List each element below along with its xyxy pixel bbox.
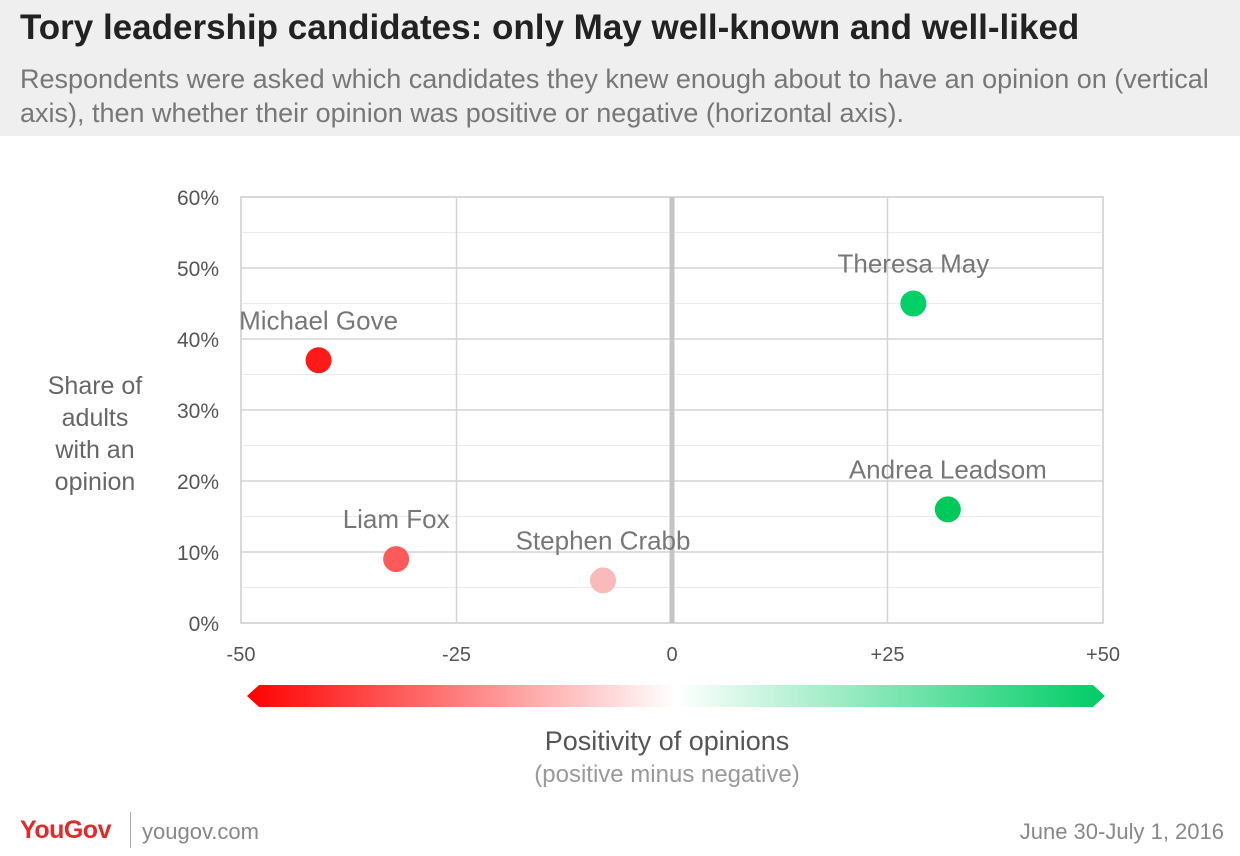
footer-divider	[130, 812, 131, 848]
data-point-label: Andrea Leadsom	[849, 454, 1047, 484]
x-axis-sublabel: (positive minus negative)	[534, 761, 799, 788]
data-point-label: Theresa May	[837, 249, 989, 279]
chart-subtitle: Respondents were asked which candidates …	[20, 64, 1209, 128]
data-point-label: Stephen Crabb	[516, 525, 691, 555]
scatter-chart: 0% 10% 20% 30% 40% 50% 60% -50 -25 0 +25 +50 There…	[48, 187, 1120, 788]
data-point-label: Liam Fox	[343, 504, 450, 534]
x-axis-ticks: -50 -25 0 +25 +50	[227, 644, 1120, 666]
y-tick-label: 30%	[177, 400, 219, 423]
x-tick-label: +50	[1086, 644, 1120, 666]
x-tick-label: 0	[666, 644, 677, 666]
data-points: Theresa May Michael Gove Andrea Leadsom Lia…	[239, 249, 1047, 594]
x-axis-label: Positivity of opinions	[545, 726, 790, 756]
y-axis-label-line: with an	[54, 436, 134, 464]
header: Tory leadership candidates: only May wel…	[0, 0, 1240, 136]
y-axis-label-line: adults	[62, 404, 129, 432]
footer-date: June 30-July 1, 2016	[1019, 819, 1224, 844]
y-axis-label-line: opinion	[55, 468, 136, 496]
y-tick-label: 60%	[177, 187, 219, 210]
y-tick-label: 20%	[177, 471, 219, 494]
data-point	[383, 546, 410, 573]
data-point	[900, 290, 927, 317]
chart-title: Tory leadership candidates: only May wel…	[20, 8, 1080, 47]
y-tick-label: 50%	[177, 258, 219, 281]
data-point-label: Michael Gove	[239, 305, 398, 335]
y-tick-label: 10%	[177, 542, 219, 565]
positivity-gradient-bar	[247, 685, 1105, 707]
x-tick-label: -25	[442, 644, 471, 666]
data-point	[305, 347, 332, 374]
y-axis-label: Share of adults with an opinion	[48, 372, 143, 496]
y-axis-label-line: Share of	[48, 372, 143, 400]
data-point	[590, 567, 617, 594]
x-tick-label: -50	[227, 644, 256, 666]
y-axis-ticks: 0% 10% 20% 30% 40% 50% 60%	[177, 187, 219, 636]
y-tick-label: 0%	[189, 613, 219, 636]
footer-site-link[interactable]: yougov.com	[142, 819, 259, 844]
chart-grid	[240, 196, 1104, 624]
y-tick-label: 40%	[177, 329, 219, 352]
data-point	[934, 496, 961, 523]
x-tick-label: +25	[871, 644, 905, 666]
yougov-logo: YouGov	[20, 816, 111, 844]
